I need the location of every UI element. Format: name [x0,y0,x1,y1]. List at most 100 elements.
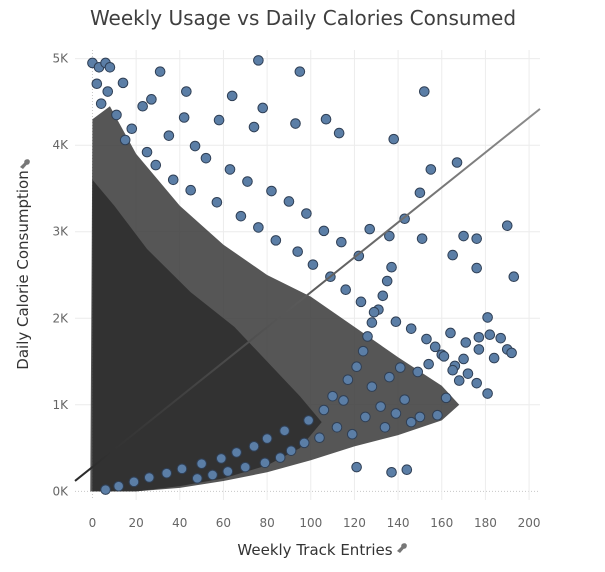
data-point [307,259,319,270]
data-point [473,344,485,355]
x-tick-label: 60 [216,516,231,530]
data-point [248,121,260,133]
data-point [318,225,330,237]
data-point [368,306,380,318]
data-point [111,109,122,121]
data-point [418,86,430,97]
data-point [423,358,434,370]
data-point [375,401,386,412]
data-point [438,351,450,362]
data-point [471,233,482,244]
data-point [128,476,140,488]
data-point [353,250,365,262]
data-point [390,316,402,328]
data-point [196,458,207,469]
data-point [211,197,223,208]
data-point [482,312,493,323]
data-point [231,447,242,458]
data-point [460,337,472,348]
data-point [405,416,417,428]
data-point [388,133,400,145]
data-point [482,388,493,399]
data-point [331,422,343,433]
data-point [226,90,238,102]
data-point [484,329,496,341]
data-point [495,332,507,344]
data-point [357,345,369,357]
data-point [178,112,190,123]
data-point [364,223,376,235]
data-point [318,404,330,416]
y-tick-label: 2K [52,311,69,325]
data-point [333,127,345,139]
data-point [447,249,458,261]
data-point [447,364,458,376]
data-point [384,371,395,383]
x-axis-title: Weekly Track Entries [237,541,392,559]
data-point [360,411,371,423]
data-point [501,220,513,231]
data-point [163,130,175,141]
dense-point-core [92,179,322,492]
trend-line [74,108,541,482]
data-point [399,394,410,405]
x-axis-pin-icon [397,543,407,553]
data-point [458,230,469,242]
y-tick-label: 3K [52,225,69,239]
data-point [303,415,314,426]
data-point [301,208,312,219]
data-point [362,331,373,342]
data-point [336,236,347,248]
data-point [355,296,367,308]
chart-title: Weekly Usage vs Daily Calories Consumed [90,6,516,30]
y-tick-label: 4K [52,138,69,152]
data-point [279,425,290,437]
data-point [340,284,352,296]
data-point [327,390,338,402]
data-point [191,473,203,484]
data-point [95,98,107,109]
x-tick-label: 160 [430,516,453,530]
data-point [414,411,426,423]
data-point [445,327,456,339]
data-point [207,469,218,481]
x-tick-label: 40 [172,516,187,530]
data-point [200,152,212,164]
data-point [320,113,332,125]
x-tick-label: 140 [387,516,410,530]
data-point [386,261,397,273]
data-point [248,441,260,452]
data-point [213,114,225,126]
data-point [471,262,482,274]
data-point [405,323,417,334]
data-point [390,408,402,419]
x-tick-label: 120 [343,516,366,530]
data-point [414,187,426,199]
data-point [294,66,306,77]
data-point [440,392,452,404]
data-point [222,466,234,477]
data-point [283,196,295,207]
data-point [366,381,378,392]
data-point [161,467,172,479]
data-point [384,230,395,242]
data-point [102,86,114,97]
data-point [176,463,188,475]
data-point [181,86,192,97]
data-point [432,409,443,421]
x-tick-label: 20 [128,516,143,530]
data-point [290,118,301,129]
y-axis-ticks: 0K 1K 2K 3K 4K 5K [52,52,69,499]
data-point [104,62,116,73]
data-point [416,233,428,244]
data-point [235,210,247,222]
data-point [386,467,397,478]
y-axis-pin-icon [20,159,30,169]
data-point [412,366,424,378]
data-point [91,78,103,90]
data-point [351,461,362,473]
x-axis-ticks: 0 20 40 60 80 100 120 140 160 180 200 [89,516,541,530]
data-point [342,374,354,386]
